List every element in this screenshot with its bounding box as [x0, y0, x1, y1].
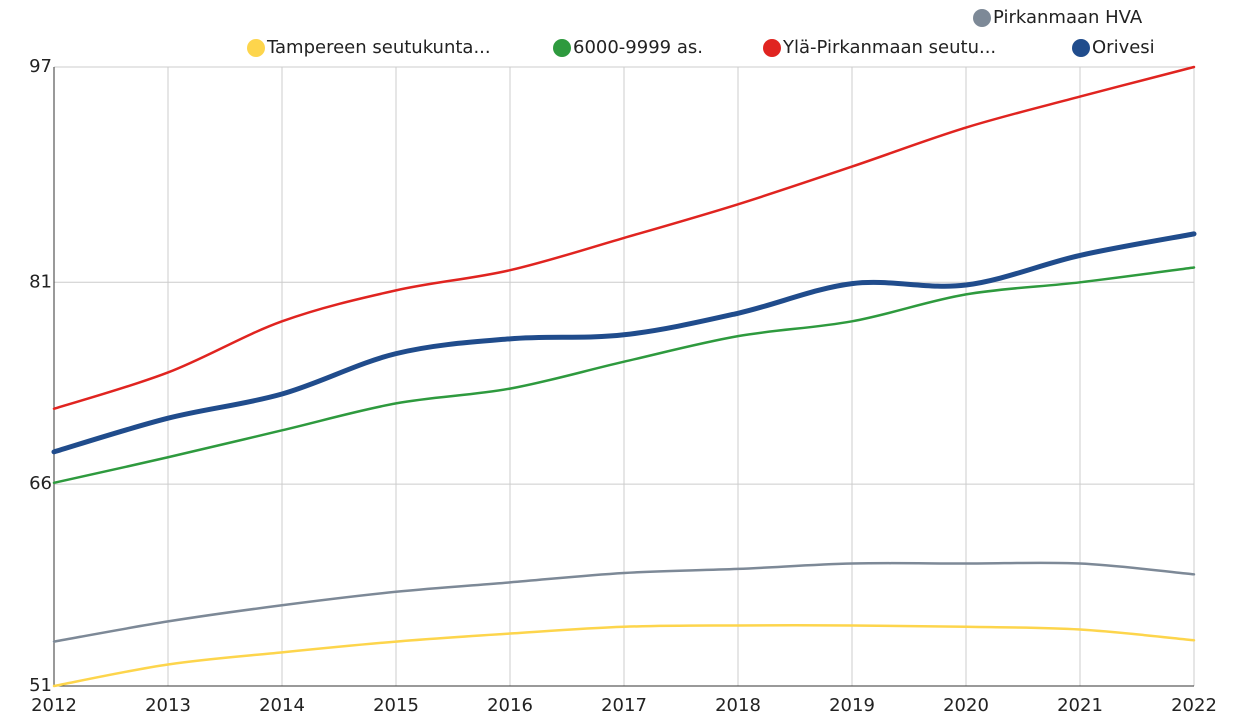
x-tick-label: 2017: [601, 695, 647, 716]
series-line: [52, 624, 1196, 688]
series-line: [51, 231, 1197, 455]
y-tick-label: 97: [29, 56, 52, 77]
legend-marker: [247, 39, 265, 57]
x-tick-label: 2014: [259, 695, 305, 716]
legend-label: Ylä-Pirkanmaan seutu...: [782, 37, 996, 58]
series-line: [52, 65, 1196, 411]
y-tick-label: 66: [29, 473, 52, 494]
x-tick-label: 2016: [487, 695, 533, 716]
legend-marker: [553, 39, 571, 57]
legend-marker: [973, 9, 991, 27]
legend-label: Pirkanmaan HVA: [993, 7, 1143, 28]
legend-label: Tampereen seutukunta...: [266, 37, 491, 58]
x-tick-label: 2012: [31, 695, 77, 716]
x-tick-label: 2020: [943, 695, 989, 716]
y-tick-label: 81: [29, 271, 52, 292]
x-tick-label: 2021: [1057, 695, 1103, 716]
x-tick-label: 2019: [829, 695, 875, 716]
series-line: [52, 561, 1196, 643]
series-line: [52, 266, 1196, 485]
legend-label: Orivesi: [1092, 37, 1155, 58]
x-tick-label: 2015: [373, 695, 419, 716]
legend-marker: [763, 39, 781, 57]
legend-marker: [1072, 39, 1090, 57]
x-tick-label: 2013: [145, 695, 191, 716]
legend-label: 6000-9999 as.: [573, 37, 703, 58]
x-tick-label: 2022: [1171, 695, 1217, 716]
y-tick-label: 51: [29, 675, 52, 696]
x-tick-label: 2018: [715, 695, 761, 716]
